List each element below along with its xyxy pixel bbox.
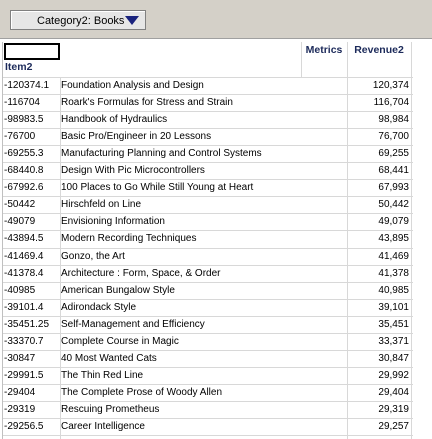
item-name: 40 Most Wanted Cats (61, 352, 157, 364)
revenue-value: 41,469 (378, 250, 409, 262)
sort-key: -41378.4 (4, 267, 44, 279)
item-name: Adirondack Style (61, 301, 137, 313)
item-name: Modern Recording Techniques (61, 233, 197, 245)
sort-key: -41469.4 (4, 250, 44, 262)
revenue-value: 33,371 (378, 335, 409, 347)
sort-key: -33370.7 (4, 335, 44, 347)
item-name: 100 Places to Go While Still Young at He… (61, 182, 254, 194)
item-name: Envisioning Information (61, 216, 165, 228)
row-border (3, 298, 413, 300)
sort-key: -67992.6 (4, 182, 44, 194)
revenue-value: 29,404 (378, 386, 409, 398)
item-name: Complete Course in Magic (61, 335, 179, 347)
sort-key: -69255.3 (4, 148, 44, 160)
revenue-value: 116,704 (373, 97, 409, 109)
revenue-value: 69,255 (378, 148, 409, 160)
sort-key: -29991.5 (4, 369, 44, 381)
item-name: Gonzo, the Art (61, 250, 125, 262)
sort-key: -30847 (4, 352, 36, 364)
item-name: Basic Pro/Engineer in 20 Lessons (61, 131, 212, 143)
revenue-value: 29,992 (378, 369, 409, 381)
row-border (3, 94, 413, 96)
column-border (347, 42, 348, 439)
item-name: Architecture : Form, Space, & Order (61, 267, 221, 279)
data-table: Metrics Revenue2 Item2 -120374.1 Foundati… (2, 42, 413, 439)
revenue-value: 35,451 (378, 318, 409, 330)
row-border (3, 230, 413, 232)
revenue-value: 43,895 (378, 233, 409, 245)
row-border (3, 264, 413, 266)
revenue-value: 40,985 (378, 284, 409, 296)
sort-key: -29319 (4, 403, 36, 415)
revenue-value: 41,378 (378, 267, 409, 279)
dropdown-arrow (125, 16, 139, 25)
row-border (3, 435, 413, 437)
row-border (3, 418, 413, 419)
row-border (3, 162, 413, 164)
item-name: Foundation Analysis and Design (61, 80, 204, 91)
row-border (3, 315, 413, 317)
row-header: Item2 (5, 61, 33, 73)
toolbar: Category2: Books (0, 0, 432, 39)
column-border (60, 77, 61, 439)
sort-key: -35451.25 (4, 318, 50, 330)
item-name: American Bungalow Style (61, 284, 175, 296)
sort-key: -116704 (4, 97, 40, 109)
row-border (3, 366, 413, 368)
row-border (3, 400, 413, 402)
revenue-value: 120,374 (372, 80, 409, 91)
row-border (3, 145, 413, 147)
revenue-header: Revenue2 (354, 44, 404, 56)
row-border (3, 281, 413, 283)
row-border (3, 247, 413, 249)
sort-key: -68440.8 (4, 165, 44, 177)
row-border (3, 111, 413, 113)
column-border (301, 42, 302, 77)
sort-key: -98983.5 (4, 114, 44, 126)
item-name: Hirschfeld on Line (61, 199, 142, 211)
item-name: Self-Management and Efficiency (61, 318, 205, 330)
item-name: Rescuing Prometheus (61, 403, 160, 415)
revenue-value: 29,257 (378, 421, 409, 432)
sort-key: -76700 (4, 131, 36, 143)
metrics-header: Metrics (305, 44, 343, 56)
row-border (3, 179, 413, 181)
row-border (3, 349, 413, 351)
revenue-value: 76,700 (378, 131, 409, 143)
row-border (3, 383, 413, 385)
column-border (411, 42, 412, 439)
revenue-value: 49,079 (378, 216, 409, 228)
sort-key: -39101.4 (4, 301, 44, 313)
sort-key: -50442 (4, 199, 36, 211)
item-name: Career Intelligence (61, 421, 145, 432)
row-border (3, 128, 413, 130)
revenue-value: 68,441 (378, 165, 409, 177)
item-name: Manufacturing Planning and Control Syste… (61, 148, 262, 160)
revenue-value: 98,984 (378, 114, 409, 126)
item-name: Roark's Formulas for Stress and Strain (61, 97, 233, 109)
row-border (3, 196, 413, 198)
row-border (3, 332, 413, 334)
row-border (3, 77, 413, 78)
sort-key: -29404 (4, 386, 36, 398)
sort-key: -43894.5 (4, 233, 44, 245)
sort-key: -49079 (4, 216, 36, 228)
revenue-value: 30,847 (378, 352, 409, 364)
corner-cell (4, 43, 60, 60)
revenue-value: 67,993 (378, 182, 409, 194)
sort-key: -40985 (4, 284, 36, 296)
revenue-value: 29,319 (378, 403, 409, 415)
revenue-value: 39,101 (378, 301, 409, 313)
sort-key: -120374.1 (4, 80, 50, 91)
item-name: Handbook of Hydraulics (61, 114, 168, 126)
revenue-value: 50,442 (378, 199, 409, 211)
category-dropdown[interactable]: Category2: Books (10, 10, 146, 30)
item-name: The Complete Prose of Woody Allen (61, 386, 223, 398)
item-name: The Thin Red Line (61, 369, 144, 381)
row-border (3, 213, 413, 215)
sort-key: -29256.5 (4, 421, 44, 432)
item-name: Design With Pic Microcontrollers (61, 165, 205, 177)
dropdown-label: Category2: Books (37, 15, 125, 27)
